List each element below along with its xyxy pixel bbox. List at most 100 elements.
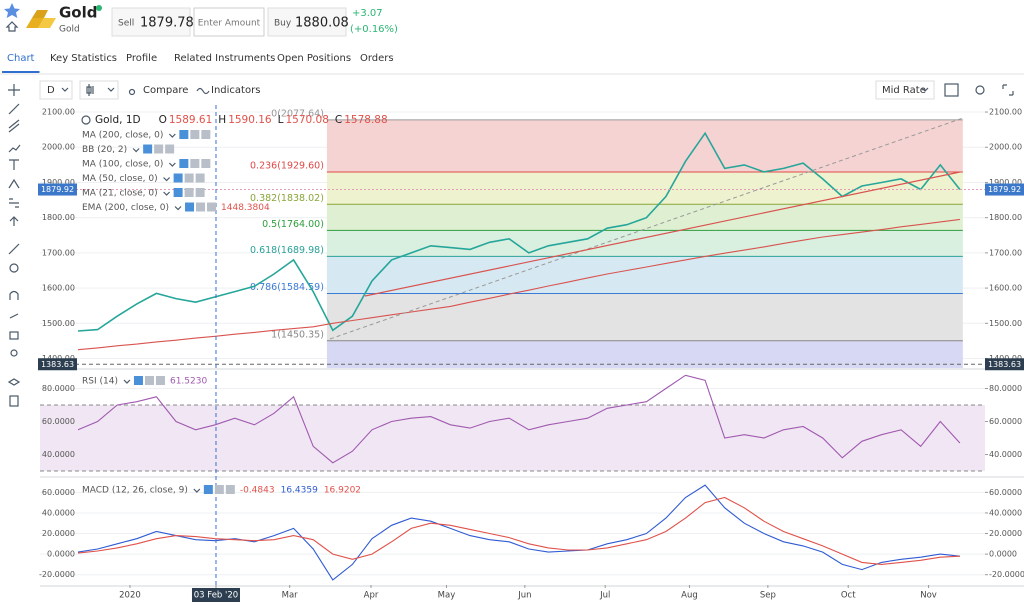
x-tick-label: Sep xyxy=(760,591,776,601)
legend-eye-button[interactable] xyxy=(173,173,183,183)
x-tick-label: Nov xyxy=(920,591,937,601)
y-tick-label: 0.0000 xyxy=(989,550,1017,559)
legend-settings-button[interactable] xyxy=(154,144,164,154)
ohlc-value: 1589.61 xyxy=(169,114,212,126)
magnet-tool[interactable] xyxy=(9,290,19,301)
legend-remove-button[interactable] xyxy=(201,130,211,139)
fib-band xyxy=(326,340,963,368)
price-tag xyxy=(38,183,77,196)
y-tick-label: 20.0000 xyxy=(42,529,75,538)
visibility-tool[interactable] xyxy=(10,349,18,357)
rate: Mid Rate xyxy=(882,85,926,96)
delete-tool[interactable] xyxy=(9,395,19,407)
legend-eye-button[interactable] xyxy=(143,144,153,154)
legend-caret xyxy=(163,177,171,182)
legend-settings-button[interactable] xyxy=(144,376,154,385)
fullscreen-button[interactable] xyxy=(1002,84,1014,96)
indicator-name: EMA (200, close, 0) xyxy=(82,203,169,213)
fib-band xyxy=(326,204,963,231)
ohlc-label: O xyxy=(159,114,167,126)
indicators-button[interactable]: Indicators xyxy=(211,85,260,96)
fib-label: 1(1450.35) xyxy=(271,329,324,340)
x-tick-label: May xyxy=(438,591,456,601)
legend-settings-button[interactable] xyxy=(196,202,206,212)
pattern-tool[interactable] xyxy=(8,144,21,153)
price-tag xyxy=(985,183,1024,196)
stay-drawing-tool[interactable] xyxy=(9,313,19,319)
rate-select[interactable] xyxy=(875,80,935,100)
series-line xyxy=(77,374,961,464)
compare-button[interactable]: Compare xyxy=(143,85,188,96)
legend-eye-button[interactable] xyxy=(173,188,183,197)
x-tick-label: Jul xyxy=(599,591,610,601)
drawings xyxy=(329,117,964,340)
tab[interactable]: Chart xyxy=(7,53,35,64)
ohlc-value: 1570.08 xyxy=(285,114,328,126)
price-tag-label: 1879.92 xyxy=(988,185,1021,194)
y-tick-label: 1800.00 xyxy=(989,213,1022,222)
x-tick-label: Mar xyxy=(282,591,299,601)
drawing-toolbar xyxy=(7,84,21,407)
legend-caret xyxy=(123,379,131,384)
y-tick-label: 40.0000 xyxy=(42,450,75,459)
alert-icon[interactable] xyxy=(5,21,19,32)
legend-settings-button[interactable] xyxy=(184,173,194,183)
crosshair-tool[interactable] xyxy=(8,84,20,96)
legend-settings-button[interactable] xyxy=(184,188,194,197)
arrow-tool[interactable] xyxy=(9,216,19,226)
legend-settings-button[interactable] xyxy=(190,130,200,139)
chart-title: Gold, 1D xyxy=(95,114,141,126)
y-tick-label: 1700.00 xyxy=(42,248,75,257)
lock-tool[interactable] xyxy=(9,331,19,340)
indicator-value: 1448.3804 xyxy=(221,203,270,213)
legend-eye-button[interactable] xyxy=(203,485,213,494)
y-tick-label: 2000.00 xyxy=(42,143,75,152)
legend-remove-button[interactable] xyxy=(201,159,211,168)
legend-toggle[interactable] xyxy=(81,115,91,125)
fib-label: 0.786(1584.59) xyxy=(250,282,324,293)
legend-remove-button[interactable] xyxy=(207,202,217,212)
channel-tool[interactable] xyxy=(8,119,20,133)
buy-button[interactable] xyxy=(267,7,347,37)
measure-tool[interactable] xyxy=(9,198,19,208)
indicator-name: MA (21, close, 0) xyxy=(82,189,158,199)
legend-remove-button[interactable] xyxy=(195,173,205,183)
settings-button[interactable] xyxy=(975,85,985,95)
indicator-name: MA (100, close, 0) xyxy=(82,160,163,170)
legend-remove-button[interactable] xyxy=(155,376,165,385)
legend-settings-button[interactable] xyxy=(190,159,200,168)
ohlc-label: H xyxy=(218,114,226,126)
line-tool[interactable] xyxy=(8,103,20,115)
legend-remove-button[interactable] xyxy=(165,144,175,154)
fib-tool[interactable] xyxy=(8,178,20,189)
legend-settings-button[interactable] xyxy=(214,485,224,494)
layers-tool[interactable] xyxy=(7,378,21,386)
legend-eye-button[interactable] xyxy=(185,202,195,212)
y-tick-label: 1800.00 xyxy=(42,213,75,222)
favorite-star[interactable] xyxy=(4,3,20,18)
legend-eye-button[interactable] xyxy=(179,159,189,168)
interval-select[interactable] xyxy=(39,80,73,100)
tab[interactable]: Profile xyxy=(126,53,157,64)
x-tick-label: Apr xyxy=(364,591,379,601)
legend-eye-button[interactable] xyxy=(133,376,143,385)
legend-caret xyxy=(174,206,182,211)
zoom-tool[interactable] xyxy=(9,263,19,273)
tab[interactable]: Key Statistics xyxy=(50,53,117,64)
legend-remove-button[interactable] xyxy=(195,188,205,197)
legend-caret xyxy=(163,191,171,196)
sell-button[interactable] xyxy=(111,7,191,37)
legend-remove-button[interactable] xyxy=(225,485,235,494)
layout-button[interactable] xyxy=(944,83,959,97)
y-tick-label: 60.0000 xyxy=(989,488,1022,497)
tab[interactable]: Orders xyxy=(360,53,394,64)
ruler-tool[interactable] xyxy=(8,243,20,255)
fib-band xyxy=(326,230,963,257)
text-tool[interactable] xyxy=(9,159,19,170)
amount-input[interactable] xyxy=(193,7,265,37)
legend-eye-button[interactable] xyxy=(179,130,189,139)
y-tick-label: 1600.00 xyxy=(42,284,75,293)
tab[interactable]: Related Instruments xyxy=(174,53,275,64)
tab-bar: Chart Key Statistics Profile Related Instru… xyxy=(2,53,394,73)
tab[interactable]: Open Positions xyxy=(277,53,351,64)
